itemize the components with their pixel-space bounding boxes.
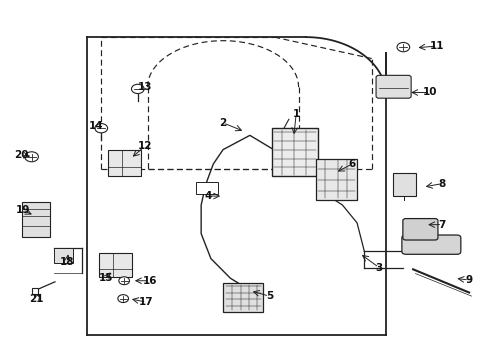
FancyBboxPatch shape [392,173,416,196]
Text: 19: 19 [16,205,30,215]
FancyBboxPatch shape [403,219,438,240]
Text: 10: 10 [423,87,438,98]
Bar [196,182,218,194]
Text: 6: 6 [348,159,356,169]
Text: 11: 11 [430,41,445,51]
Text: 14: 14 [89,121,104,131]
Text: 5: 5 [266,291,273,301]
Text: 20: 20 [15,150,29,160]
Text: 17: 17 [139,297,154,307]
Circle shape [119,277,129,285]
Text: 4: 4 [205,191,212,201]
Bar [272,128,318,176]
Text: 2: 2 [220,118,227,128]
Circle shape [95,123,108,133]
FancyBboxPatch shape [402,235,461,254]
Bar [108,150,141,176]
Text: 18: 18 [60,257,74,267]
Text: 21: 21 [29,294,44,303]
Bar [54,248,73,263]
Text: 3: 3 [375,262,383,273]
FancyBboxPatch shape [376,75,411,98]
Text: 15: 15 [99,273,113,283]
Text: 8: 8 [439,179,446,189]
Text: 13: 13 [138,82,152,92]
Text: 12: 12 [138,141,152,151]
Circle shape [118,295,128,302]
Text: 9: 9 [466,275,473,285]
Bar [22,202,50,237]
Bar [99,253,132,277]
Text: 7: 7 [439,220,446,230]
Text: 16: 16 [143,276,157,286]
Circle shape [397,42,410,52]
Circle shape [25,152,38,162]
Bar [223,283,263,312]
Bar [316,158,357,200]
Text: 1: 1 [293,109,300,119]
Circle shape [131,84,144,94]
